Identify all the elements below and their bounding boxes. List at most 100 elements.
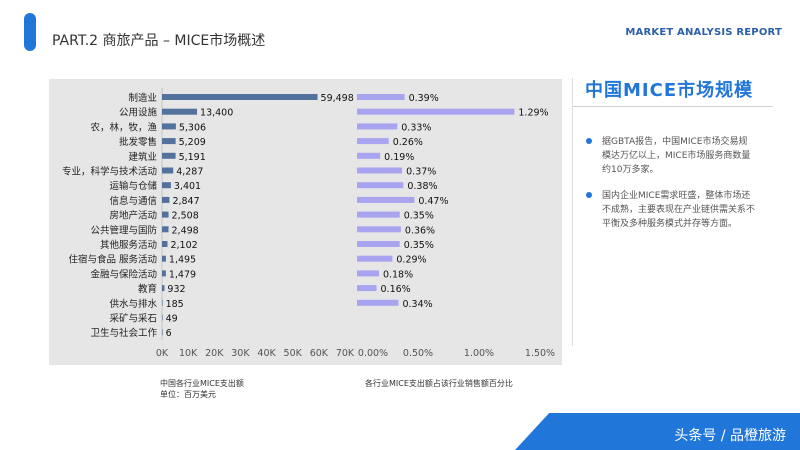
left-bar (162, 109, 197, 115)
left-value-label: 2,508 (172, 211, 199, 222)
caption-title: 中国各行业MICE支出额 (160, 378, 244, 389)
right-value-label: 0.37% (406, 167, 436, 178)
category-label: 公共管理与国防 (90, 224, 157, 236)
right-bar (357, 182, 403, 188)
bullet-item: 国内企业MICE需求旺盛，整体市场还不成熟，主要表现在产业链供需关系不平衡及多种… (586, 189, 756, 231)
right-bar (357, 241, 400, 247)
right-tick-label: 1.00% (464, 348, 494, 359)
left-bar (162, 212, 169, 218)
left-value-label: 185 (166, 299, 184, 310)
left-bar (162, 138, 176, 144)
right-bar (357, 168, 402, 174)
right-bar (357, 270, 379, 276)
left-value-label: 59,498 (321, 93, 354, 104)
category-label: 房地产活动 (109, 210, 157, 222)
category-label: 批发零售 (119, 136, 157, 148)
right-bar (357, 212, 400, 218)
right-bar (357, 256, 392, 262)
left-tick-label: 20K (205, 348, 224, 359)
right-bar (357, 123, 397, 129)
right-value-label: 0.35% (404, 211, 434, 222)
left-chart-caption: 中国各行业MICE支出额 单位：百万美元 (160, 378, 244, 400)
left-bar (162, 270, 166, 276)
left-bar (162, 153, 176, 159)
category-label: 建筑业 (128, 151, 157, 163)
bullet-text: 国内企业MICE需求旺盛，整体市场还不成熟，主要表现在产业链供需关系不平衡及多种… (602, 191, 755, 229)
left-value-label: 1,495 (169, 255, 196, 266)
left-tick-label: 30K (231, 348, 250, 359)
left-value-label: 49 (166, 314, 178, 325)
category-label: 供水与排水 (109, 298, 157, 310)
right-tick-label: 0.50% (403, 348, 433, 359)
category-label: 金融与保险活动 (90, 268, 157, 280)
left-value-label: 3,401 (174, 181, 201, 192)
left-bar (162, 285, 164, 291)
side-rule (573, 106, 773, 107)
right-bar (357, 138, 389, 144)
right-value-label: 0.38% (407, 181, 437, 192)
category-label: 住宿与食品 服务活动 (68, 254, 157, 266)
category-label: 卫生与社会工作 (90, 327, 157, 339)
right-value-label: 0.19% (384, 152, 414, 163)
footer-watermark: 头条号 / 品橙旅游 (674, 425, 786, 445)
left-bar (162, 182, 171, 188)
left-bar (162, 226, 169, 232)
left-bar (162, 168, 173, 174)
category-label: 制造业 (128, 92, 157, 104)
left-tick-label: 40K (257, 348, 276, 359)
right-value-label: 0.26% (393, 137, 423, 148)
category-label: 公用设施 (119, 107, 158, 119)
category-label: 其他服务活动 (100, 239, 157, 251)
right-bar (357, 153, 380, 159)
right-value-label: 0.35% (404, 240, 434, 251)
left-value-label: 13,400 (200, 108, 233, 119)
category-label: 农，林，牧，渔 (90, 121, 157, 133)
left-value-label: 1,479 (169, 269, 196, 280)
bullet-dot-icon (586, 138, 592, 144)
right-value-label: 0.16% (381, 284, 411, 295)
right-tick-label: 1.50% (525, 348, 555, 359)
left-bar (162, 241, 167, 247)
bullet-text: 据GBTA报告，中国MICE市场交易规模达万亿以上，MICE市场服务商数量约10… (602, 137, 750, 175)
bullet-dot-icon (586, 192, 592, 198)
side-title: 中国MICE市场规模 (585, 76, 753, 102)
right-bar (357, 197, 414, 203)
left-tick-label: 50K (284, 348, 303, 359)
category-label: 教育 (138, 283, 157, 295)
right-value-label: 0.29% (396, 255, 426, 266)
caption-unit: 单位：百万美元 (160, 389, 244, 400)
left-value-label: 5,191 (179, 152, 206, 163)
left-tick-label: 60K (310, 348, 329, 359)
left-value-label: 6 (166, 328, 172, 339)
left-value-label: 4,287 (176, 167, 203, 178)
left-value-label: 2,102 (170, 240, 197, 251)
left-bar (162, 197, 169, 203)
right-chart-caption: 各行业MICE支出额占该行业销售额百分比 (365, 378, 513, 389)
left-bar (162, 315, 163, 321)
left-bar (162, 329, 163, 335)
left-tick-label: 70K (336, 348, 355, 359)
right-value-label: 0.34% (402, 299, 432, 310)
left-value-label: 932 (167, 284, 185, 295)
right-value-label: 0.18% (383, 269, 413, 280)
left-value-label: 5,209 (179, 137, 206, 148)
right-tick-label: 0.00% (358, 348, 388, 359)
bullet-list: 据GBTA报告，中国MICE市场交易规模达万亿以上，MICE市场服务商数量约10… (586, 135, 756, 243)
right-bar (357, 94, 405, 100)
right-value-label: 0.47% (418, 196, 448, 207)
category-label: 运输与仓储 (109, 180, 157, 192)
left-value-label: 2,847 (172, 196, 199, 207)
left-tick-label: 10K (179, 348, 198, 359)
right-bar (357, 285, 377, 291)
left-bar (162, 300, 163, 306)
right-value-label: 1.29% (518, 108, 548, 119)
left-bar (162, 256, 166, 262)
category-label: 信息与通信 (109, 195, 157, 207)
left-value-label: 2,498 (172, 225, 199, 236)
left-bar (162, 123, 176, 129)
divider (572, 78, 573, 346)
right-value-label: 0.39% (409, 93, 439, 104)
category-label: 专业，科学与技术活动 (62, 166, 157, 178)
right-bar (357, 109, 514, 115)
right-bar (357, 300, 398, 306)
